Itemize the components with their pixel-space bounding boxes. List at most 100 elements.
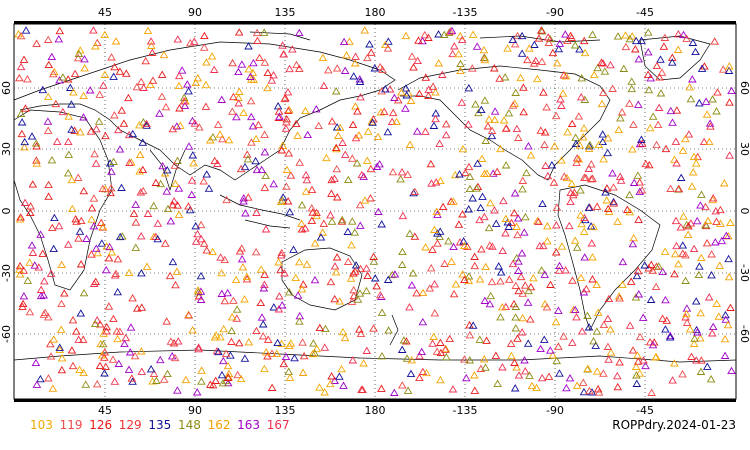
observation-marker bbox=[355, 325, 364, 333]
observation-marker bbox=[351, 102, 360, 110]
observation-marker bbox=[510, 384, 520, 392]
observation-marker bbox=[27, 241, 37, 249]
observation-marker bbox=[514, 286, 523, 295]
observation-marker bbox=[196, 220, 206, 229]
observation-marker bbox=[583, 364, 593, 372]
observation-marker bbox=[362, 286, 371, 295]
observation-marker bbox=[525, 44, 534, 52]
observation-marker bbox=[360, 196, 370, 204]
observation-marker bbox=[554, 342, 563, 350]
observation-marker bbox=[347, 241, 356, 249]
observation-marker bbox=[229, 92, 238, 101]
observation-marker bbox=[464, 205, 473, 213]
observation-marker bbox=[703, 216, 713, 225]
observation-marker bbox=[481, 136, 491, 144]
observation-marker bbox=[415, 89, 424, 97]
observation-marker bbox=[18, 299, 28, 308]
observation-marker bbox=[38, 249, 47, 257]
observation-marker bbox=[554, 306, 563, 314]
observation-marker bbox=[460, 241, 469, 249]
observation-marker bbox=[688, 75, 697, 83]
observation-marker bbox=[327, 217, 337, 225]
observation-marker bbox=[477, 154, 487, 162]
observation-marker bbox=[234, 338, 244, 347]
observation-marker bbox=[75, 227, 85, 235]
observation-marker bbox=[184, 311, 194, 319]
observation-marker bbox=[135, 167, 144, 175]
observation-marker bbox=[694, 270, 704, 279]
observation-marker bbox=[554, 266, 564, 274]
observation-marker bbox=[284, 367, 293, 375]
observation-marker bbox=[543, 237, 552, 245]
observation-marker bbox=[193, 286, 203, 294]
observation-marker bbox=[16, 213, 25, 221]
observation-marker bbox=[563, 128, 572, 136]
observation-marker bbox=[619, 64, 629, 72]
observation-marker bbox=[376, 290, 385, 299]
observation-marker bbox=[502, 124, 511, 132]
observation-marker bbox=[159, 50, 169, 59]
observation-marker bbox=[456, 66, 465, 75]
observation-marker bbox=[260, 183, 270, 191]
observation-marker bbox=[424, 33, 433, 41]
observation-marker bbox=[155, 109, 164, 117]
observation-marker bbox=[632, 379, 642, 387]
observation-marker bbox=[307, 216, 317, 224]
observation-marker bbox=[44, 60, 54, 69]
observation-marker bbox=[115, 67, 125, 75]
observation-marker bbox=[57, 354, 67, 362]
observation-marker bbox=[588, 275, 597, 283]
observation-marker bbox=[645, 160, 654, 169]
observation-marker bbox=[557, 242, 567, 250]
observation-marker bbox=[118, 232, 127, 240]
observation-marker bbox=[343, 227, 353, 235]
observation-marker bbox=[401, 31, 411, 40]
observation-marker bbox=[208, 247, 217, 256]
observation-marker bbox=[676, 173, 686, 181]
observation-marker bbox=[643, 70, 653, 78]
observation-marker bbox=[580, 253, 589, 261]
observation-marker bbox=[17, 118, 27, 126]
observation-marker bbox=[682, 34, 691, 42]
observation-marker bbox=[717, 236, 727, 245]
observation-marker bbox=[315, 323, 325, 332]
observation-marker bbox=[725, 151, 734, 159]
observation-marker bbox=[517, 49, 527, 57]
observation-marker bbox=[510, 208, 519, 217]
observation-marker bbox=[131, 218, 141, 226]
observation-marker bbox=[403, 386, 413, 394]
observation-marker bbox=[585, 140, 595, 149]
observation-marker bbox=[20, 143, 29, 151]
observation-marker bbox=[501, 214, 511, 222]
observation-marker bbox=[520, 281, 530, 289]
observation-marker bbox=[204, 184, 214, 192]
observation-marker bbox=[137, 347, 146, 355]
observation-marker bbox=[377, 308, 387, 316]
observation-marker bbox=[227, 326, 236, 335]
observation-marker bbox=[166, 217, 176, 225]
observation-marker bbox=[102, 327, 111, 335]
observation-marker bbox=[593, 385, 603, 393]
observation-marker bbox=[521, 212, 530, 221]
observation-marker bbox=[626, 277, 636, 285]
observation-marker bbox=[156, 355, 165, 364]
observation-marker bbox=[710, 37, 719, 45]
observation-marker bbox=[355, 200, 365, 209]
observation-marker bbox=[434, 59, 443, 67]
observation-marker bbox=[490, 107, 500, 115]
observation-marker bbox=[464, 162, 474, 171]
legend-item: 103 bbox=[30, 418, 53, 432]
observation-marker bbox=[668, 53, 677, 61]
observation-marker bbox=[137, 303, 147, 311]
observation-marker bbox=[601, 188, 610, 196]
observation-marker bbox=[679, 212, 688, 220]
observation-marker bbox=[105, 242, 114, 251]
observation-marker bbox=[79, 113, 88, 121]
observation-marker bbox=[492, 167, 502, 175]
observation-marker bbox=[196, 234, 206, 243]
observation-marker bbox=[285, 341, 294, 350]
observation-marker bbox=[15, 73, 24, 82]
observation-marker bbox=[464, 84, 474, 92]
observation-marker bbox=[109, 72, 118, 80]
observation-marker bbox=[465, 356, 475, 364]
